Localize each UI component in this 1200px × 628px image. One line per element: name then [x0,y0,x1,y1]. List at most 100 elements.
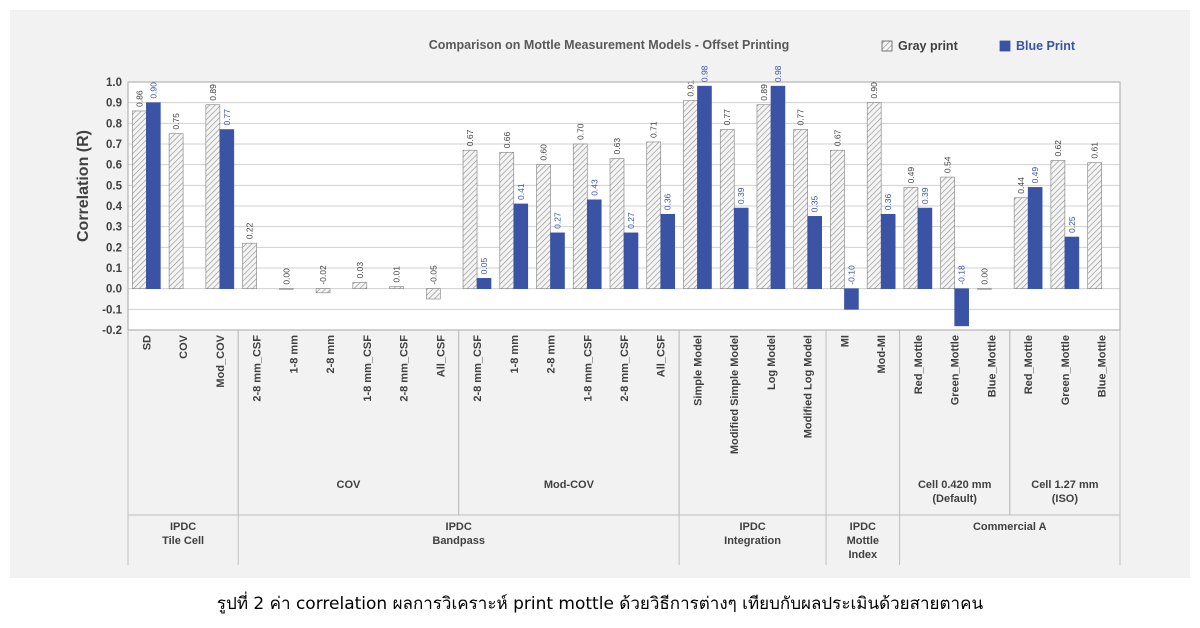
chart-title: Comparison on Mottle Measurement Models … [429,38,789,52]
gray-print-data-label: 0.67 [832,129,842,146]
gray-print-data-label: -0.05 [428,265,438,285]
blue-print-bar [1027,187,1043,289]
y-tick-label: 0.6 [106,160,122,172]
gray-print-bar [1050,160,1066,289]
blue-print-data-label: 0.49 [1030,167,1040,184]
blue-print-bar [550,232,565,289]
blue-print-data-label: 0.35 [810,196,820,213]
x-tick-label: Red_Mottle [1023,335,1035,394]
gray-print-data-label: 0.89 [759,84,769,101]
x-tick-label: COV [178,334,190,359]
gray-print-bar [1087,162,1102,289]
x-tick-label: 2-8 mm [325,335,337,374]
gray-print-bar [756,104,772,289]
bars: 0.86 0.75 0.89 0.22 0.00 -0.02 0.03 0.01 -0.05 0.… [132,65,1102,327]
gray-print-data-label: 0.44 [1016,177,1026,194]
y-tick-label: 1.0 [106,77,122,89]
gray-print-bar [242,242,257,289]
gray-print-data-label: 0.86 [134,90,144,107]
x-tick-label: Red_Mottle [913,335,925,394]
gray-print-bar [940,176,955,289]
blue-print-bar [697,85,712,289]
blue-print-data-label: 0.43 [589,179,599,196]
x-tick-label: Green_Mottle [1060,335,1072,405]
gray-print-bar [352,282,368,289]
gray-print-data-label: 0.67 [465,129,475,146]
x-tick-label: Log Model [766,335,778,390]
gray-print-bar [572,143,588,289]
gray-print-bar [866,102,882,289]
y-tick-label: 0.0 [106,284,122,296]
gray-print-bar [499,151,515,289]
blue-print-data-label: 0.36 [883,193,893,210]
blue-print-data-label: 0.90 [148,82,158,99]
gray-print-bar [168,133,184,289]
y-tick-label: 0.7 [106,139,122,151]
blue-print-bar [880,213,896,289]
blue-print-data-label: 0.25 [1067,216,1077,233]
legend: Gray print Blue Print [881,39,1076,53]
gray-print-bar [683,100,698,289]
y-tick-label: 0.3 [106,222,122,234]
blue-print-data-label: 0.98 [773,65,783,82]
blue-print-data-label: 0.27 [626,212,636,229]
blue-print-data-label: 0.05 [479,258,489,275]
legend-swatch [999,40,1011,52]
gray-print-data-label: 0.71 [649,121,659,138]
gray-print-bar [462,149,478,289]
group-label: IPDC Tile Cell [162,521,204,547]
x-tick-label: 1-8 mm_CSF [582,335,594,402]
gray-print-bar [719,129,735,289]
x-tick-label: Blue_Mottle [986,335,998,397]
x-tick-label: 1-8 mm [288,335,300,374]
x-tick-label: MI [839,335,851,347]
blue-print-bar [513,203,529,289]
legend-label: Blue Print [1016,39,1076,53]
gray-print-data-label: 0.49 [906,167,916,184]
x-tick-label: Modified Log Model [803,335,815,438]
gray-print-data-label: 0.00 [281,268,291,285]
gray-print-data-label: 0.70 [575,123,585,140]
gray-print-data-label: 0.60 [539,144,549,161]
gray-print-data-label: 0.61 [1090,142,1100,159]
blue-print-bar [476,278,492,289]
y-tick-label: 0.2 [106,242,122,254]
gray-print-data-label: 0.63 [612,138,622,155]
gray-print-bar [830,149,845,289]
group-label: IPDC Integration [724,521,781,547]
x-tick-label: 1-8 mm [509,335,521,374]
x-tick-label: Modified Simple Model [729,335,741,454]
blue-print-data-label: -0.18 [957,265,967,285]
gray-print-data-label: 0.89 [208,84,218,101]
blue-print-bar [917,207,933,289]
group-label: IPDC Mottle Index [847,521,879,561]
gray-print-data-label: 0.54 [943,156,953,173]
y-tick-label: 0.5 [106,180,123,192]
gray-print-bar [536,164,551,289]
y-tick-label: 0.1 [106,263,123,275]
blue-print-bar [844,288,859,310]
plot-frame [127,81,1121,331]
blue-print-bar [954,288,969,327]
x-tick-label: 2-8 mm [546,335,558,374]
x-tick-label: SD [141,335,153,350]
blue-print-bar [733,207,749,289]
y-tick-label: 0.9 [106,98,122,110]
x-tick-label: 2-8 mm_CSF [399,335,411,402]
blue-print-data-label: 0.39 [920,187,930,204]
y-tick-label: -0.2 [102,325,122,337]
blue-print-bar [770,85,786,289]
legend-label: Gray print [898,39,959,53]
gray-print-bar [315,288,331,294]
subgroup-label: Cell 0.420 mm (Default) [918,479,992,505]
x-tick-label: 2-8 mm_CSF [472,335,484,402]
x-tick-label: All_CSF [656,335,668,377]
subgroup-label: Cell 1.27 mm (ISO) [1031,479,1098,505]
x-tick-label: 2-8 mm_CSF [619,335,631,402]
x-tick-label: Green_Mottle [950,335,962,405]
gray-print-bar [977,288,992,290]
chart: Comparison on Mottle Measurement Models … [75,38,1121,565]
gray-print-data-label: 0.91 [685,80,695,97]
blue-print-data-label: 0.77 [222,109,232,126]
gray-print-data-label: 0.62 [1053,140,1063,157]
